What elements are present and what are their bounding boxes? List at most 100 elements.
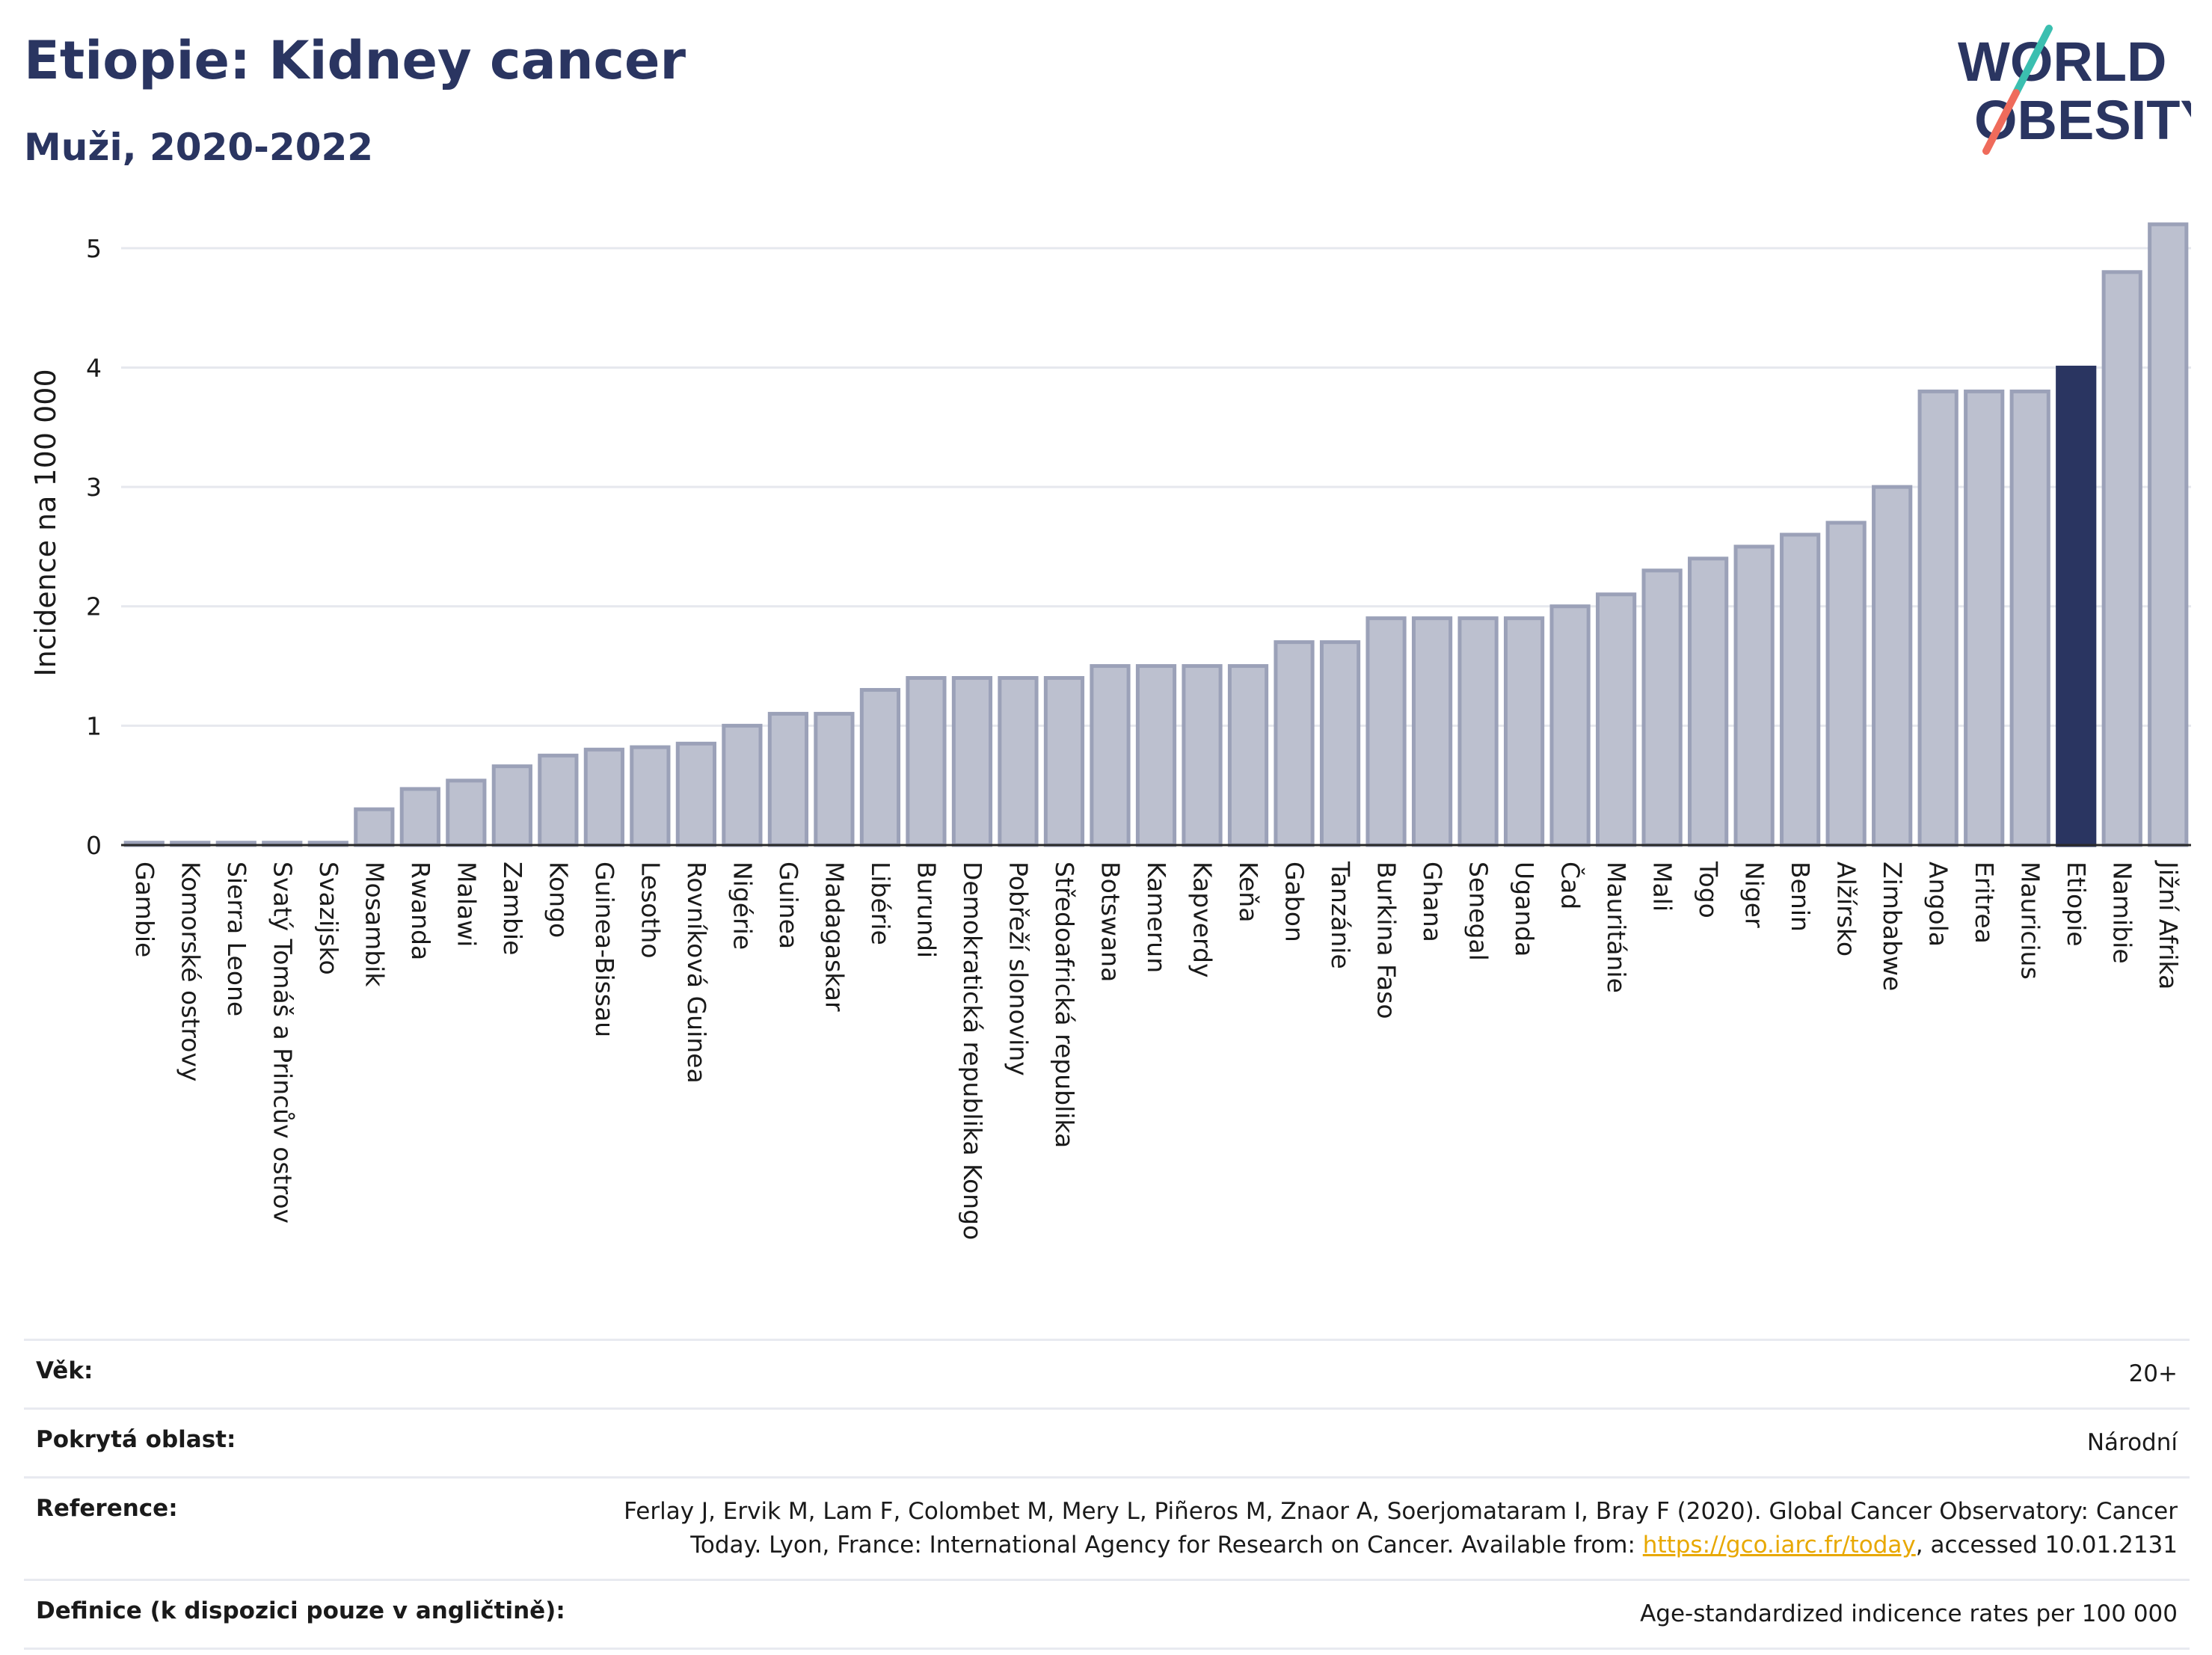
bar <box>722 723 763 847</box>
x-tick-label: Zimbabwe <box>1878 862 1907 991</box>
x-tick-label: Mauricius <box>2016 862 2045 980</box>
page-title: Etiopie: Kidney cancer <box>24 30 686 91</box>
info-key-definition: Definice (k dispozici pouze v angličtině… <box>36 1597 565 1624</box>
x-tick-label: Libérie <box>866 862 895 945</box>
x-tick-label: Senegal <box>1464 862 1493 961</box>
x-tick-label: Zambie <box>498 862 527 955</box>
y-tick-label: 3 <box>86 473 102 502</box>
info-row-definition: Definice (k dispozici pouze v angličtině… <box>24 1578 2190 1650</box>
bar <box>1274 640 1315 847</box>
info-value-age: 20+ <box>2128 1360 2178 1387</box>
info-key-age: Věk: <box>36 1357 93 1384</box>
logo-slash-teal <box>2012 25 2053 96</box>
info-row-age: Věk: 20+ <box>24 1339 2190 1407</box>
bar <box>538 753 579 847</box>
bar <box>2148 222 2189 847</box>
y-tick-label: 1 <box>86 711 102 740</box>
x-tick-label: Demokratická republika Kongo <box>958 862 987 1240</box>
x-tick-label: Ghana <box>1418 862 1447 942</box>
bar <box>1780 532 1821 847</box>
x-tick-label: Tanzánie <box>1326 861 1355 969</box>
info-value-coverage: Národní <box>2086 1428 2178 1456</box>
x-tick-label: Jižní Afrika <box>2154 860 2183 989</box>
x-tick-label: Benin <box>1786 862 1815 932</box>
x-tick-label: Nigérie <box>728 862 757 950</box>
world-obesity-logo: WORLD OBESITY <box>1958 25 2191 155</box>
x-tick-label: Komorské ostrovy <box>176 862 205 1081</box>
info-table: Věk: 20+ Pokrytá oblast: Národní Referen… <box>24 1339 2190 1650</box>
bar <box>1043 676 1085 847</box>
x-tick-label: Namibie <box>2108 862 2137 964</box>
bar <box>1365 616 1407 847</box>
x-tick-label: Madagaskar <box>820 862 849 1012</box>
x-tick-label: Burkina Faso <box>1372 862 1401 1019</box>
bar <box>399 787 440 847</box>
y-axis-label: Incidence na 100 000 <box>29 369 62 676</box>
bar <box>1964 389 2005 847</box>
bar <box>1688 556 1729 847</box>
bar-highlight <box>2056 365 2097 847</box>
logo-slash-coral <box>1982 89 2020 155</box>
bars <box>123 222 2189 847</box>
y-tick-label: 0 <box>86 831 102 860</box>
x-tick-label: Angola <box>1924 862 1953 947</box>
bar <box>767 711 809 847</box>
x-tick-label: Gabon <box>1280 862 1309 942</box>
bar <box>1457 616 1499 847</box>
bar <box>1090 664 1131 847</box>
bar <box>1733 544 1775 847</box>
bar <box>998 676 1039 847</box>
bar <box>1596 592 1637 847</box>
x-tick-label: Burundi <box>912 862 941 958</box>
info-key-reference: Reference: <box>36 1494 178 1522</box>
x-tick-label: Rovníková Guinea <box>682 862 711 1084</box>
bar <box>491 764 532 847</box>
bar-chart: 0 1 2 3 4 5 Gambie Komorské ostrovy Sierra Leon… <box>29 222 2191 1240</box>
bar <box>2009 389 2050 847</box>
x-tick-label: Středoafrická republika <box>1050 862 1079 1148</box>
x-tick-label: Kapverdy <box>1188 862 1217 978</box>
x-tick-label: Lesotho <box>636 862 665 959</box>
bar <box>1825 521 1867 847</box>
bar <box>859 687 901 847</box>
info-row-reference: Reference: Ferlay J, Ervik M, Lam F, Col… <box>24 1476 2190 1579</box>
x-tick-label: Malawi <box>452 862 481 947</box>
x-tick-label: Gambie <box>130 862 159 957</box>
x-tick-label: Rwanda <box>406 862 435 960</box>
bar <box>1227 664 1269 847</box>
bar <box>1135 664 1177 847</box>
y-tick-label: 5 <box>86 234 102 263</box>
y-tick-label: 2 <box>86 592 102 621</box>
info-row-coverage: Pokrytá oblast: Národní <box>24 1407 2190 1476</box>
x-tick-label: Niger <box>1740 862 1769 928</box>
x-tick-label: Alžírsko <box>1832 862 1861 957</box>
x-tick-label: Uganda <box>1510 862 1539 957</box>
reference-text: Ferlay J, Ervik M, Lam F, Colombet M, Me… <box>624 1497 2178 1559</box>
page-subtitle: Muži, 2020-2022 <box>24 126 374 169</box>
info-value-reference: Ferlay J, Ervik M, Lam F, Colombet M, Me… <box>570 1495 2178 1562</box>
reference-link[interactable]: https://gco.iarc.fr/today <box>1642 1531 1916 1559</box>
x-tick-label: Sierra Leone <box>222 862 251 1016</box>
x-tick-label: Etiopie <box>2062 862 2091 947</box>
bar <box>1503 616 1545 847</box>
bar <box>583 747 624 847</box>
x-tick-label: Togo <box>1694 861 1723 918</box>
x-tick-label: Pobřeží slonoviny <box>1004 862 1033 1076</box>
bar <box>1411 616 1453 847</box>
bar <box>1917 389 1958 847</box>
x-tick-label: Mali <box>1648 862 1677 912</box>
bar <box>1872 485 1913 847</box>
bar <box>951 676 993 847</box>
info-value-definition: Age-standardized indicence rates per 100… <box>1640 1600 2178 1627</box>
bar <box>675 741 716 847</box>
x-tick-label: Botswana <box>1096 862 1125 982</box>
x-tick-label: Kongo <box>544 862 573 938</box>
x-tick-label: Svazijsko <box>314 862 343 975</box>
bar <box>354 807 395 847</box>
x-tick-label: Kamerun <box>1142 862 1171 973</box>
bar <box>906 676 947 847</box>
bar <box>1549 604 1591 847</box>
logo-line1: WORLD <box>1958 31 2167 93</box>
y-tick-label: 4 <box>86 353 102 382</box>
bar <box>446 779 487 847</box>
